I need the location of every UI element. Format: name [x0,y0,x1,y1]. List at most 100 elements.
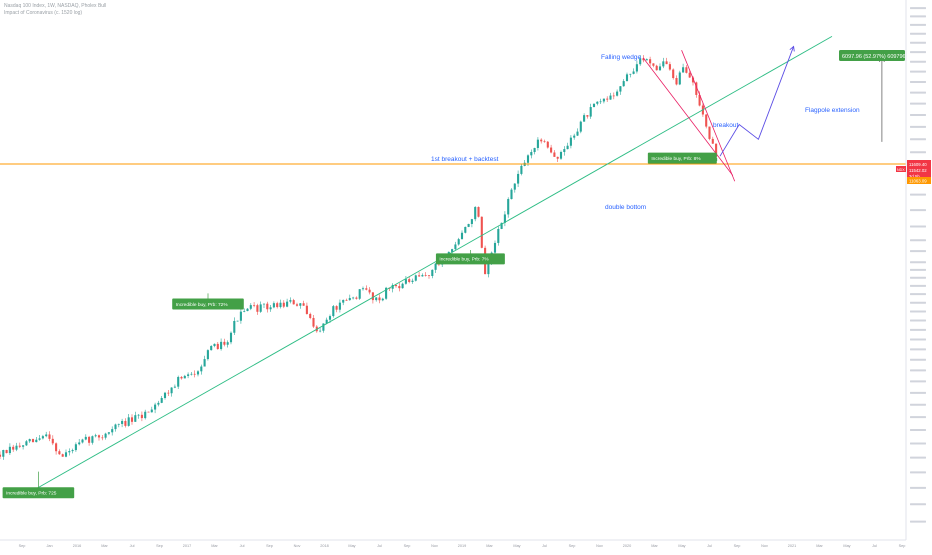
candle-up [137,413,140,419]
candle-up [134,411,137,422]
candle-down [61,453,64,457]
candle-body [431,269,434,276]
candle-down [398,282,401,292]
candle-down [711,136,714,145]
time-axis-tick-label: Sep [404,544,411,548]
candle-up [583,113,586,122]
candle-body [299,303,302,306]
candle-up [411,278,414,284]
candle-down [355,296,358,300]
candle-down [655,64,658,71]
candle-body [418,275,421,277]
candle-down [543,139,546,143]
candle-up [45,431,48,438]
price-axis-tick [910,456,926,459]
candle-down [276,301,279,309]
annotation-double-bottom: double bottom [605,204,646,211]
candle-down [708,126,711,141]
candle-up [536,137,539,151]
candle-down [672,68,675,80]
wedge-line-upper [642,57,734,176]
candle-body [220,341,223,350]
candle-body [239,311,242,321]
candle-up [229,331,233,345]
candle-down [556,156,559,163]
candle-up [460,230,464,240]
candle-body [391,285,394,289]
time-axis-tick-label: May [348,544,355,548]
candle-body [196,371,200,375]
support-price-tag [907,177,931,184]
candle-body [510,189,513,200]
candle-body [451,249,454,252]
candle-up [114,423,117,432]
candle-body [487,262,490,275]
candle-body [193,373,196,375]
candle-body [180,376,183,379]
candle-body [424,275,427,276]
annotation-breakout: breakout [713,122,738,129]
price-axis-tick [910,15,926,18]
candle-body [414,275,417,281]
candle-body [592,103,596,108]
candle-down [606,96,609,103]
chart-header-indicator: Impact of Coronavirus (c. 1520 log) [4,10,83,16]
candle-body [187,374,190,376]
candle-up [533,147,536,155]
candle-down [312,315,315,328]
candle-up [470,218,473,228]
candle-body [649,59,652,64]
candle-body [206,350,209,360]
candle-up [190,371,193,376]
candle-body [45,434,48,437]
candle-down [665,57,668,65]
candle-up [269,305,272,312]
candle-body [530,152,533,156]
candle-body [134,415,137,422]
buy-signal-label [647,152,717,164]
candle-body [31,439,35,443]
price-axis-tick [910,416,926,419]
candle-up [530,149,533,159]
candle-body [394,285,398,287]
candle-up [157,400,160,407]
candle-up [38,435,41,441]
candle-down [55,442,58,455]
candle-down [477,206,480,218]
candle-up [200,364,203,375]
candle-down [546,140,549,149]
candle-body [58,451,61,455]
candle-up [259,301,262,313]
candle-down [586,114,589,119]
candle-down [408,276,411,284]
candle-down [51,435,54,446]
candle-body [612,95,615,97]
candle-up [682,63,685,73]
candle-up [243,308,246,313]
candle-down [167,390,170,396]
candle-body [325,319,328,324]
candle-up [503,211,506,227]
candle-body [589,107,592,117]
candle-up [342,299,345,306]
candle-body [375,297,378,301]
price-axis-tick [910,276,926,279]
time-axis-tick-label: Jul [130,544,135,548]
candle-up [358,289,361,300]
candle-body [688,72,691,78]
candle-up [421,273,424,277]
candle-body [345,299,348,301]
candle-body [655,65,658,71]
candle-body [0,454,2,457]
candle-body [216,343,219,350]
candle-up [325,317,328,325]
measure-label-box[interactable] [839,50,905,61]
candle-up [64,449,68,458]
candle-body [421,275,424,277]
candle-body [28,439,31,442]
candle-up [375,297,378,302]
time-axis-tick-label: 2018 [320,544,328,548]
candle-body [246,308,249,312]
